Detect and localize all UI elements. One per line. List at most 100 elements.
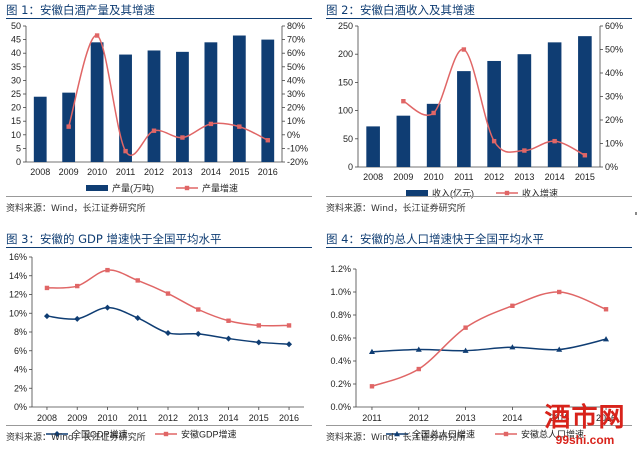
x-tick-label: 2013 <box>172 167 192 177</box>
y-tick-label: 12% <box>9 290 27 300</box>
growth-point <box>265 138 270 143</box>
y2-tick-label: 0% <box>605 162 618 172</box>
chart-title: 图 3：安徽的 GDP 增速快于全国平均水平 <box>6 232 222 246</box>
x-tick-label: 2008 <box>363 172 383 182</box>
bar <box>232 35 246 162</box>
y-tick-label: 16% <box>9 252 27 262</box>
bar <box>578 36 592 167</box>
y2-tick-label: 40% <box>287 75 305 85</box>
source-divider <box>6 196 312 197</box>
x-tick-label: 2012 <box>409 413 429 423</box>
x-tick-label: 2009 <box>59 167 79 177</box>
series-point <box>134 314 141 321</box>
series-point <box>286 341 293 348</box>
bar <box>426 103 441 167</box>
growth-point <box>237 124 242 129</box>
x-tick-label: 2015 <box>549 413 569 423</box>
y-tick-label: 35 <box>11 62 21 72</box>
y2-tick-label: 60% <box>605 21 623 31</box>
y2-tick-label: 70% <box>287 35 305 45</box>
growth-point <box>180 135 185 140</box>
y-tick-label: 6% <box>14 346 27 356</box>
x-tick-label: 2016 <box>279 413 299 423</box>
y-tick-label: 50 <box>11 21 21 31</box>
x-tick-label: 2009 <box>67 413 87 423</box>
y-tick-label: 50 <box>343 134 353 144</box>
series-line <box>371 338 607 353</box>
legend-marker <box>504 190 510 196</box>
chart-title: 图 4：安徽的总人口增速快于全国平均水平 <box>326 232 544 246</box>
series-point <box>195 330 202 337</box>
x-tick-label: 2012 <box>158 413 178 423</box>
x-tick-label: 2013 <box>188 413 208 423</box>
gdp-chart: 0% 2% 4% 6% 8% 10% 12% 14% 16% 2008 2009 2010 2011 20… <box>9 252 304 439</box>
series-point <box>225 335 232 342</box>
x-tick-label: 2011 <box>362 413 381 423</box>
revenue-chart: 0 50 100 150 200 250 0% 10% 20% 30% 40% 50% 60% 2008 2… <box>338 21 623 198</box>
x-tick-label: 2010 <box>424 172 444 182</box>
y-tick-label: 1.0% <box>330 287 351 297</box>
x-tick-label: 2014 <box>201 167 221 177</box>
series-point <box>556 346 563 352</box>
bar <box>204 42 218 162</box>
legend-marker <box>184 185 190 191</box>
bar <box>457 71 471 167</box>
series-point <box>104 304 111 311</box>
bar <box>176 51 189 163</box>
population-chart: 0.0% 0.2% 0.4% 0.6% 0.8% 1.0% 1.2% 2011 2012 2013… <box>330 264 622 439</box>
y-tick-label: 20 <box>11 103 21 113</box>
y2-tick-label: 10% <box>605 139 623 149</box>
y-tick-label: 10 <box>11 130 21 140</box>
series-line <box>371 291 607 388</box>
legend-label: 产量(万吨) <box>112 182 154 193</box>
y2-tick-label: 30% <box>287 89 305 99</box>
growth-point <box>491 138 497 144</box>
y-tick-label: 45 <box>11 35 21 45</box>
growth-point <box>401 99 406 104</box>
y-tick-label: 0 <box>348 162 353 172</box>
y-tick-label: 40 <box>11 48 21 58</box>
series-point <box>463 325 468 330</box>
legend-swatch <box>86 185 108 191</box>
x-tick-label: 2012 <box>144 167 164 177</box>
bar <box>261 39 275 162</box>
x-tick-label: 2008 <box>30 167 50 177</box>
watermark-text: 酒市网 <box>544 403 626 433</box>
y-tick-label: 150 <box>338 77 353 87</box>
series-point <box>603 307 609 312</box>
series-point <box>105 267 110 273</box>
y-tick-label: 2% <box>14 383 27 393</box>
x-tick-label: 2010 <box>97 413 117 423</box>
source-note: 资料来源：Wind，长江证券研究所 <box>6 204 146 214</box>
series-point <box>509 344 516 350</box>
title-divider <box>326 247 632 248</box>
series-point <box>255 339 262 346</box>
y-tick-label: 0.6% <box>330 333 351 343</box>
y2-tick-label: 0% <box>287 130 300 140</box>
source-note: 资料来源：Wind，长江证券研究所 <box>326 433 466 443</box>
series-point <box>415 346 422 352</box>
bar <box>487 60 501 167</box>
y-tick-label: 200 <box>338 49 353 59</box>
title-divider <box>6 247 312 248</box>
y2-tick-label: -10% <box>287 143 308 153</box>
bar <box>147 50 161 163</box>
legend-label: 安徽总人口增速 <box>521 428 584 439</box>
series-point <box>226 318 231 323</box>
y-tick-label: 0.0% <box>330 402 351 412</box>
y-tick-label: 25 <box>11 89 21 99</box>
x-tick-label: 2015 <box>229 167 249 177</box>
x-tick-label: 2010 <box>87 167 107 177</box>
series-point <box>416 366 421 372</box>
bar <box>547 42 562 167</box>
legend-label: 收入增速 <box>522 187 558 198</box>
growth-point <box>66 124 71 129</box>
x-tick-label: 2016 <box>596 413 616 423</box>
legend-label: 收入(亿元) <box>432 187 474 198</box>
series-point <box>368 348 375 354</box>
series-point <box>44 285 50 291</box>
series-point <box>165 329 171 336</box>
legend-marker <box>163 431 169 437</box>
chart-panel-gdp: 图 3：安徽的 GDP 增速快于全国平均水平 0% 2% 4% 6% 8% 10% 12% 1… <box>0 229 320 457</box>
legend-label: 全国GDP增速 <box>72 428 128 439</box>
